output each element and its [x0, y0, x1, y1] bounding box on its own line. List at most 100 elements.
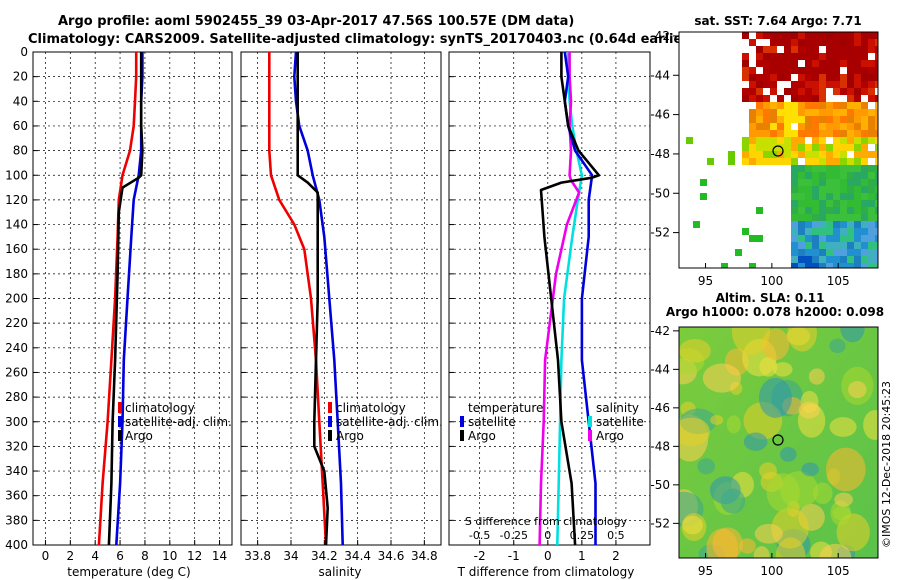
sst-pixel [686, 137, 693, 144]
sst-pixel [847, 144, 854, 151]
sst-pixel [875, 116, 878, 123]
sst-pixel [861, 151, 868, 158]
sst-pixel [826, 67, 833, 74]
y-tick-label: 140 [5, 218, 28, 232]
sst-pixel [854, 256, 861, 263]
sst-pixel [854, 172, 861, 179]
sla-blob [801, 462, 819, 477]
sst-pixel [833, 67, 840, 74]
sst-pixel [826, 193, 833, 200]
legend-label-climatology: climatology [336, 401, 406, 415]
sst-pixel [854, 102, 861, 109]
sst-pixel [777, 32, 784, 39]
y-tick-label: 100 [5, 168, 28, 182]
sst-pixel [791, 137, 798, 144]
sst-pixel [875, 228, 878, 235]
sst-pixel [875, 137, 878, 144]
sst-pixel [791, 46, 798, 53]
sst-pixel [700, 179, 707, 186]
sst-pixel [749, 109, 756, 116]
sst-pixel [868, 46, 875, 53]
sst-pixel [770, 39, 777, 46]
sst-pixel [805, 88, 812, 95]
sst-pixel [840, 158, 847, 165]
sst-pixel [847, 186, 854, 193]
sst-pixel [805, 158, 812, 165]
sst-pixel [847, 39, 854, 46]
sst-pixel [770, 116, 777, 123]
sst-pixel [749, 130, 756, 137]
sst-pixel [777, 67, 784, 74]
sst-pixel [833, 263, 840, 268]
sst-pixel [819, 214, 826, 221]
sst-pixel [833, 200, 840, 207]
sst-pixel [868, 214, 875, 221]
sst-pixel [847, 242, 854, 249]
sst-pixel [805, 109, 812, 116]
sla-blob [754, 523, 783, 544]
sst-pixel [868, 116, 875, 123]
sst-pixel [749, 95, 756, 102]
sst-map-title: sat. SST: 7.64 Argo: 7.71 [694, 14, 861, 28]
sst-pixel [847, 207, 854, 214]
x-tick-label: 6 [116, 549, 124, 563]
sst-pixel [777, 39, 784, 46]
x-tick-label: 10 [162, 549, 177, 563]
sst-pixel [756, 74, 763, 81]
sst-pixel [875, 242, 878, 249]
sst-pixel [875, 53, 878, 60]
map-y-tick-label: -50 [650, 478, 670, 492]
sst-pixel [819, 256, 826, 263]
sla-blob [834, 492, 853, 507]
legend-swatch-t-satellite [460, 416, 464, 427]
sla-blob [739, 538, 756, 554]
series-t-argo [539, 52, 601, 546]
sst-pixel [777, 123, 784, 130]
sst-pixel [861, 228, 868, 235]
sst-pixel [854, 95, 861, 102]
sst-pixel [875, 214, 878, 221]
sla-blob [766, 473, 800, 512]
sst-pixel [875, 249, 878, 256]
sst-pixel [805, 165, 812, 172]
sst-pixel [791, 207, 798, 214]
sst-pixel [847, 165, 854, 172]
sst-pixel [819, 179, 826, 186]
sla-blob [758, 377, 792, 418]
sst-pixel [833, 46, 840, 53]
sst-pixel [777, 151, 784, 158]
sst-pixel [763, 95, 770, 102]
sst-pixel [854, 165, 861, 172]
sst-pixel [819, 165, 826, 172]
sst-pixel [840, 221, 847, 228]
x-tick-label: 0 [42, 549, 50, 563]
sst-pixel [805, 249, 812, 256]
sst-pixel [805, 144, 812, 151]
sst-pixel [861, 123, 868, 130]
sst-pixel [847, 235, 854, 242]
sst-pixel [770, 158, 777, 165]
sst-pixel [854, 46, 861, 53]
sst-pixel [756, 95, 763, 102]
sst-pixel [833, 256, 840, 263]
sst-pixel [791, 67, 798, 74]
sst-pixel [749, 137, 756, 144]
sst-pixel [854, 200, 861, 207]
sst-pixel [826, 109, 833, 116]
map-y-tick-label: -44 [650, 68, 670, 82]
sst-pixel [854, 193, 861, 200]
temperature-panel: 0 2 4 6 8 10 12 14 [32, 51, 233, 563]
sst-pixel [770, 60, 777, 67]
sla-map-frame [678, 326, 879, 559]
sst-pixel [826, 123, 833, 130]
sst-pixel [798, 228, 805, 235]
sst-pixel [861, 116, 868, 123]
sst-pixel [840, 256, 847, 263]
sst-pixel [840, 263, 847, 268]
sst-pixel [847, 88, 854, 95]
sst-pixel [847, 130, 854, 137]
sst-pixel [819, 130, 826, 137]
y-tick-label: 120 [5, 193, 28, 207]
sst-pixel [798, 32, 805, 39]
sst-pixel [770, 81, 777, 88]
